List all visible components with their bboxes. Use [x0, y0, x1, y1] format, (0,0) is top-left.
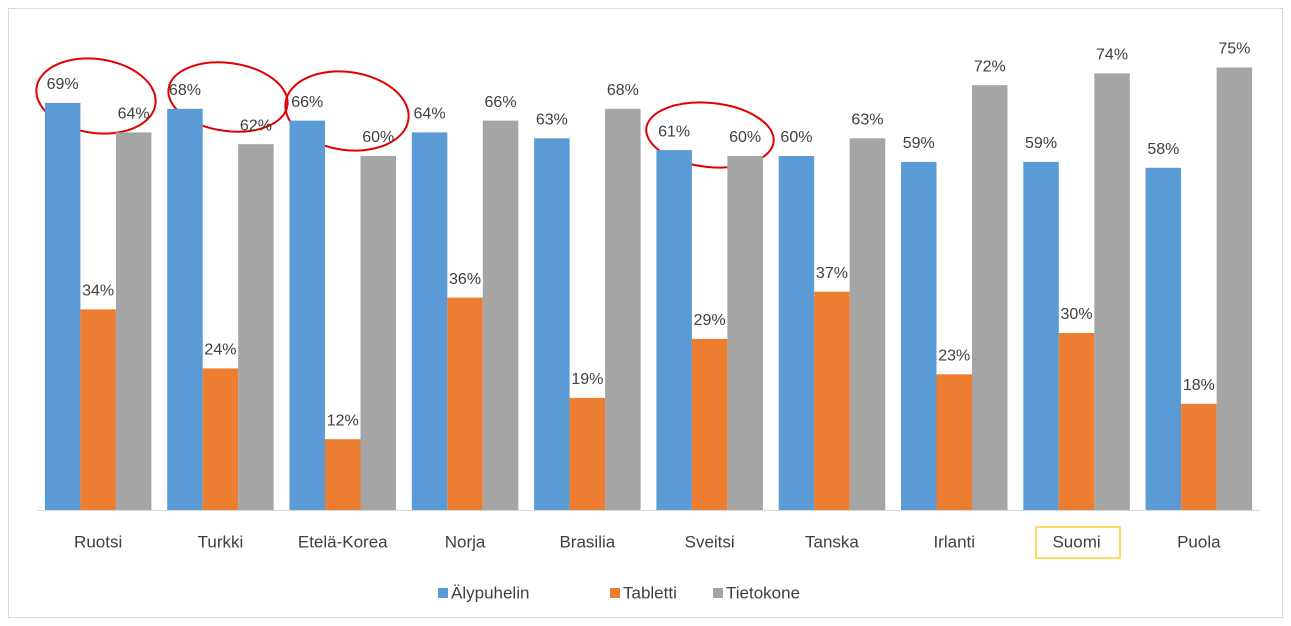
- bar: [1145, 167, 1182, 511]
- data-label: 59%: [1025, 135, 1057, 152]
- x-tick-label: Sveitsi: [685, 532, 735, 551]
- data-label: 63%: [851, 112, 883, 129]
- data-label: 60%: [362, 129, 394, 146]
- bar: [1216, 67, 1253, 510]
- data-label: 36%: [449, 271, 481, 288]
- x-tick-label: Brasilia: [559, 532, 615, 551]
- data-label: 63%: [536, 112, 568, 129]
- data-label: 60%: [780, 129, 812, 146]
- data-label: 66%: [291, 94, 323, 111]
- x-tick-label: Suomi: [1052, 532, 1100, 551]
- highlight-ellipse: [167, 61, 289, 133]
- bar: [1023, 161, 1059, 510]
- data-label: 68%: [169, 82, 201, 99]
- highlight-ellipse: [645, 101, 775, 169]
- legend-label: Älypuhelin: [451, 583, 529, 602]
- data-label: 64%: [414, 106, 446, 123]
- bar: [936, 374, 972, 510]
- bar: [202, 368, 239, 510]
- x-tick-label: Turkki: [198, 532, 244, 551]
- bar: [360, 156, 396, 510]
- bar: [1058, 333, 1095, 510]
- x-tick-label: Irlanti: [933, 532, 975, 551]
- bar: [447, 297, 483, 510]
- data-label: 68%: [607, 82, 639, 99]
- data-label: 74%: [1096, 47, 1128, 64]
- bar: [691, 338, 728, 510]
- highlight-box: [1035, 526, 1121, 559]
- bar: [115, 132, 152, 510]
- bar: [289, 120, 325, 510]
- bar: [656, 150, 692, 510]
- data-label: 37%: [816, 265, 848, 282]
- data-label: 19%: [571, 371, 603, 388]
- data-label: 64%: [118, 106, 150, 123]
- bar: [901, 161, 937, 510]
- data-label: 62%: [240, 117, 272, 134]
- data-label: 75%: [1218, 41, 1250, 58]
- legend-swatch: [713, 588, 723, 598]
- data-label: 18%: [1183, 377, 1215, 394]
- bar: [605, 108, 641, 511]
- bar: [972, 85, 1008, 510]
- bar: [1094, 73, 1130, 511]
- data-label: 69%: [47, 76, 79, 93]
- bar: [1181, 403, 1217, 510]
- data-label: 30%: [1061, 306, 1093, 323]
- x-tick-label: Etelä-Korea: [298, 532, 388, 551]
- legend-label: Tabletti: [623, 583, 677, 602]
- x-tick-label: Puola: [1177, 532, 1221, 551]
- data-label: 23%: [938, 348, 970, 365]
- annotations: [35, 57, 775, 169]
- bar: [727, 156, 763, 510]
- x-tick-label: Tanska: [805, 532, 859, 551]
- bar: [814, 291, 850, 510]
- bar: [44, 102, 81, 511]
- bar: [80, 309, 116, 510]
- data-label: 12%: [327, 412, 359, 429]
- data-label: 24%: [204, 342, 236, 359]
- bar: [167, 108, 203, 511]
- data-label: 72%: [974, 58, 1006, 75]
- data-label: 58%: [1147, 141, 1179, 158]
- chart-border: [8, 8, 1283, 618]
- bar: [849, 138, 886, 511]
- bar: [778, 156, 815, 510]
- bar: [238, 144, 274, 510]
- bar: [569, 397, 606, 510]
- legend-label: Tietokone: [726, 583, 800, 602]
- x-tick-label: Ruotsi: [74, 532, 122, 551]
- bar: [534, 138, 570, 511]
- data-label: 66%: [485, 94, 517, 111]
- legend-swatch: [610, 588, 620, 598]
- x-tick-label: Norja: [445, 532, 486, 551]
- bar: [411, 132, 448, 510]
- highlight-ellipse: [35, 57, 157, 135]
- data-label: 29%: [694, 312, 726, 329]
- data-label: 34%: [82, 283, 114, 300]
- highlight-ellipse: [284, 70, 410, 152]
- data-label: 60%: [729, 129, 761, 146]
- data-label: 59%: [903, 135, 935, 152]
- bar: [325, 439, 361, 510]
- legend-swatch: [438, 588, 448, 598]
- bar: [482, 120, 519, 510]
- data-label: 61%: [658, 123, 690, 140]
